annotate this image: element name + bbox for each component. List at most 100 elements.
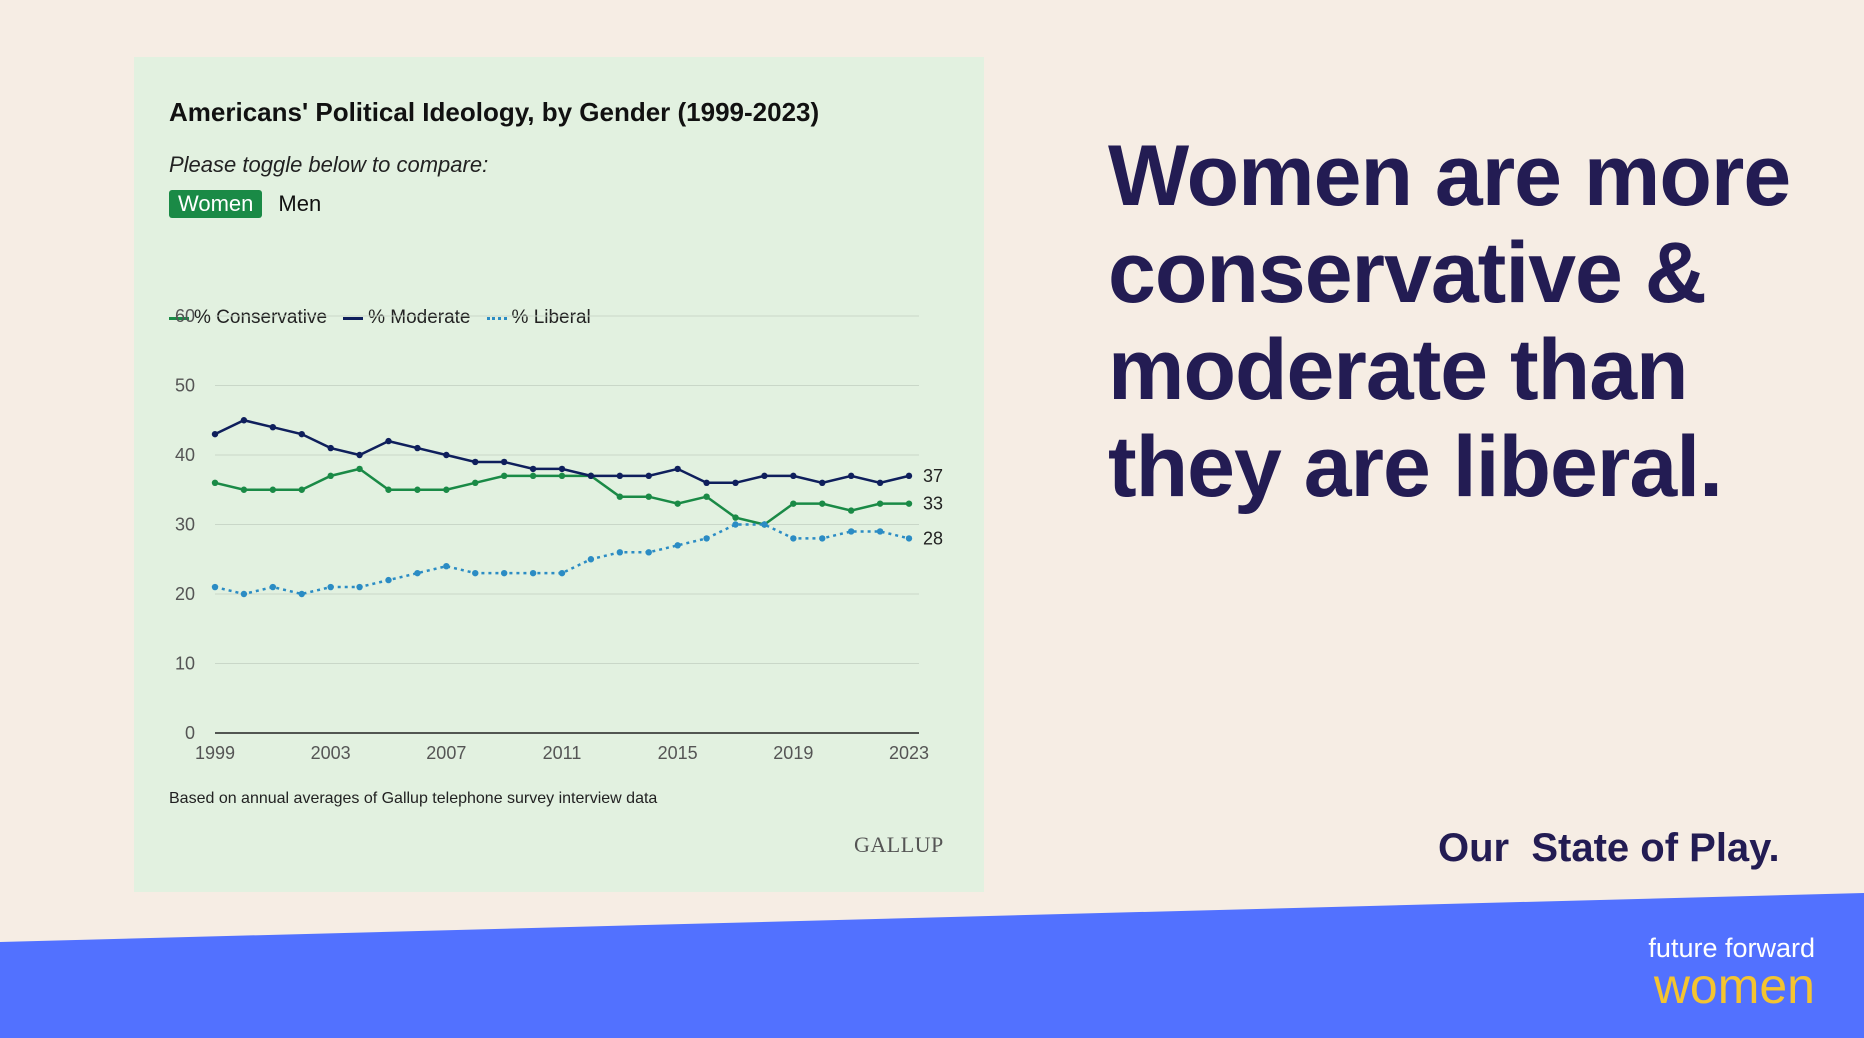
data-point-conservative xyxy=(443,486,450,493)
data-point-moderate xyxy=(819,479,826,486)
data-point-liberal xyxy=(529,569,537,577)
data-point-liberal xyxy=(269,583,277,591)
toggle-men-button[interactable]: Men xyxy=(278,191,322,216)
data-point-conservative xyxy=(905,500,913,507)
data-point-liberal xyxy=(761,521,768,528)
data-point-conservative xyxy=(732,514,739,521)
data-point-conservative xyxy=(847,507,855,514)
data-point-moderate xyxy=(211,430,219,438)
y-tick-label: 10 xyxy=(175,654,195,674)
data-point-moderate xyxy=(847,472,855,480)
end-value-label: 37 xyxy=(923,466,943,486)
data-point-conservative xyxy=(472,479,479,486)
data-point-liberal xyxy=(905,535,913,542)
y-tick-label: 20 xyxy=(175,584,195,604)
y-tick-label: 50 xyxy=(175,376,195,396)
series-line-liberal xyxy=(214,523,910,596)
chart-footnote: Based on annual averages of Gallup telep… xyxy=(169,790,658,807)
legend-label-conservative: % Conservative xyxy=(194,307,328,328)
legend-item-conservative: % Conservative xyxy=(169,307,327,329)
gender-toggle: Women Men xyxy=(169,190,321,218)
data-point-moderate xyxy=(240,417,248,424)
data-point-moderate xyxy=(385,437,392,445)
data-point-moderate xyxy=(905,472,913,480)
data-point-liberal xyxy=(819,535,826,542)
data-point-conservative xyxy=(790,500,797,507)
data-point-moderate xyxy=(443,451,450,459)
data-point-conservative xyxy=(500,472,508,480)
brand-logo: future forward women xyxy=(1595,933,1815,1011)
legend-label-liberal: % Liberal xyxy=(511,307,591,328)
data-point-liberal xyxy=(472,569,479,577)
data-point-liberal xyxy=(847,528,855,535)
x-tick-label: 2015 xyxy=(658,743,698,763)
y-tick-label: 40 xyxy=(175,445,195,465)
legend-label-moderate: % Moderate xyxy=(368,307,471,328)
data-point-conservative xyxy=(674,500,681,507)
data-point-moderate xyxy=(876,479,884,486)
tagline: Our State of Play. xyxy=(1438,826,1780,870)
data-point-moderate xyxy=(269,424,277,431)
toggle-prompt: Please toggle below to compare: xyxy=(169,152,489,177)
data-point-conservative xyxy=(876,500,884,507)
data-point-moderate xyxy=(674,465,681,473)
line-chart: 0 10 20 30 40 50 60 1999 2003 2007 2011 2015 2019 202… xyxy=(175,306,943,763)
data-point-moderate xyxy=(529,465,537,473)
data-point-moderate xyxy=(703,479,710,486)
y-tick-label: 60 xyxy=(175,306,195,326)
data-point-conservative xyxy=(616,493,624,500)
x-tick-label: 2003 xyxy=(311,743,351,763)
data-point-moderate xyxy=(356,451,363,459)
data-point-liberal xyxy=(732,521,739,528)
end-value-label: 33 xyxy=(923,494,943,514)
data-point-moderate xyxy=(472,458,479,466)
legend-swatch-liberal xyxy=(486,316,507,320)
data-point-liberal xyxy=(211,583,219,591)
data-point-liberal xyxy=(876,528,884,535)
data-point-liberal xyxy=(414,569,421,577)
data-point-moderate xyxy=(587,472,595,480)
data-point-conservative xyxy=(240,486,248,493)
data-point-conservative xyxy=(356,465,363,473)
data-point-liberal xyxy=(790,535,797,542)
data-point-moderate xyxy=(616,472,624,480)
data-point-conservative xyxy=(529,472,537,480)
headline: Women are more conservative & moderate t… xyxy=(1108,128,1791,515)
chart-card: Americans' Political Ideology, by Gender… xyxy=(134,57,984,892)
data-point-conservative xyxy=(298,486,305,493)
data-point-moderate xyxy=(327,444,334,452)
data-point-conservative xyxy=(385,486,392,493)
data-point-moderate xyxy=(558,465,566,473)
data-point-conservative xyxy=(819,500,826,507)
data-point-conservative xyxy=(703,493,710,500)
data-point-liberal xyxy=(356,583,363,591)
data-point-liberal xyxy=(500,569,508,577)
data-point-liberal xyxy=(385,576,392,584)
toggle-women-button[interactable]: Women xyxy=(169,190,263,218)
data-point-conservative xyxy=(211,479,219,486)
data-point-moderate xyxy=(732,479,739,486)
x-tick-label: 2023 xyxy=(889,743,929,763)
data-point-moderate xyxy=(645,472,652,480)
data-point-liberal xyxy=(674,542,681,549)
gallup-logo: GALLUP xyxy=(854,832,944,857)
x-tick-label: 1999 xyxy=(195,743,235,763)
data-point-liberal xyxy=(645,549,652,556)
data-point-liberal xyxy=(443,563,450,570)
x-tick-label: 2019 xyxy=(773,743,813,763)
data-point-conservative xyxy=(414,486,421,493)
data-point-moderate xyxy=(790,472,797,480)
data-point-conservative xyxy=(269,486,277,493)
x-tick-label: 2011 xyxy=(543,743,582,763)
chart-title: Americans' Political Ideology, by Gender… xyxy=(169,97,820,127)
legend-swatch-moderate xyxy=(343,316,364,320)
blue-footer-band xyxy=(0,893,1864,1038)
data-point-liberal xyxy=(703,535,710,542)
brand-line1: future forward xyxy=(1648,933,1815,963)
x-tick-label: 2007 xyxy=(426,743,466,763)
data-point-liberal xyxy=(616,549,624,556)
data-point-liberal xyxy=(327,583,334,591)
data-point-liberal xyxy=(298,590,305,598)
data-point-moderate xyxy=(414,444,421,452)
